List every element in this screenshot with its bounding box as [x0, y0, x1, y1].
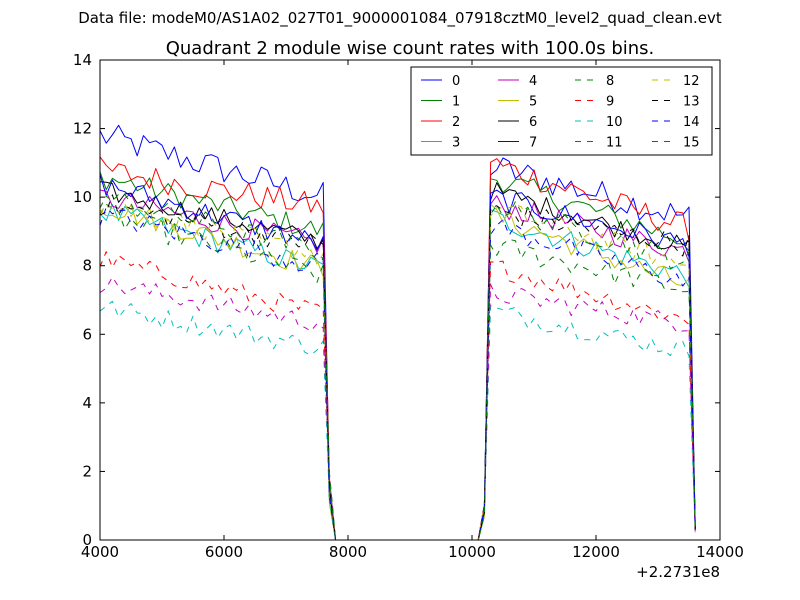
legend-label-13: 13 [683, 95, 700, 110]
y-tick-label-12: 12 [73, 120, 92, 138]
legend-label-15: 15 [683, 136, 700, 151]
series-line-10 [99, 300, 696, 541]
series-line-3 [99, 204, 696, 541]
legend-label-7: 7 [529, 136, 537, 151]
series-line-0 [99, 124, 696, 541]
series-line-7 [99, 174, 696, 541]
y-tick-label-14: 14 [73, 51, 92, 69]
y-tick-label-0: 0 [82, 531, 92, 549]
x-tick-label-4000: 4000 [81, 543, 119, 561]
legend-label-8: 8 [606, 74, 614, 89]
y-tick-label-8: 8 [82, 257, 92, 275]
series-line-9 [99, 251, 696, 541]
series-line-15 [99, 193, 696, 541]
series-line-8 [99, 203, 696, 541]
legend-label-6: 6 [529, 115, 537, 130]
legend-label-14: 14 [683, 115, 700, 130]
series-line-5 [99, 203, 696, 541]
series-line-1 [99, 171, 696, 541]
series-line-14 [99, 206, 696, 541]
series-layer [99, 124, 696, 541]
legend-label-5: 5 [529, 95, 537, 110]
legend-label-10: 10 [606, 115, 623, 130]
x-tick-label-6000: 6000 [205, 543, 243, 561]
series-line-12 [99, 203, 696, 541]
chart-title: Quadrant 2 module wise count rates with … [166, 38, 655, 59]
x-axis-offset-label: +2.2731e8 [636, 563, 720, 581]
series-line-13 [99, 194, 696, 541]
y-tick-label-4: 4 [82, 394, 92, 412]
x-tick-label-14000: 14000 [696, 543, 744, 561]
x-tick-label-12000: 12000 [572, 543, 620, 561]
y-tick-label-2: 2 [82, 462, 92, 480]
legend-box [410, 66, 713, 156]
y-tick-label-10: 10 [73, 188, 92, 206]
legend-label-11: 11 [606, 136, 623, 151]
series-line-6 [99, 181, 696, 541]
x-tick-label-8000: 8000 [329, 543, 367, 561]
legend-label-1: 1 [452, 95, 460, 110]
figure-supertitle: Data file: modeM0/AS1A02_027T01_90000010… [78, 9, 722, 28]
legend-label-4: 4 [529, 74, 537, 89]
legend-label-0: 0 [452, 74, 460, 89]
series-line-2 [99, 156, 696, 541]
x-tick-label-10000: 10000 [448, 543, 496, 561]
legend-label-9: 9 [606, 95, 614, 110]
legend-label-12: 12 [683, 74, 700, 89]
series-line-11 [99, 276, 696, 541]
y-tick-label-6: 6 [82, 325, 92, 343]
plot-frame [99, 59, 721, 541]
legend-label-3: 3 [452, 136, 460, 151]
legend-label-2: 2 [452, 115, 460, 130]
